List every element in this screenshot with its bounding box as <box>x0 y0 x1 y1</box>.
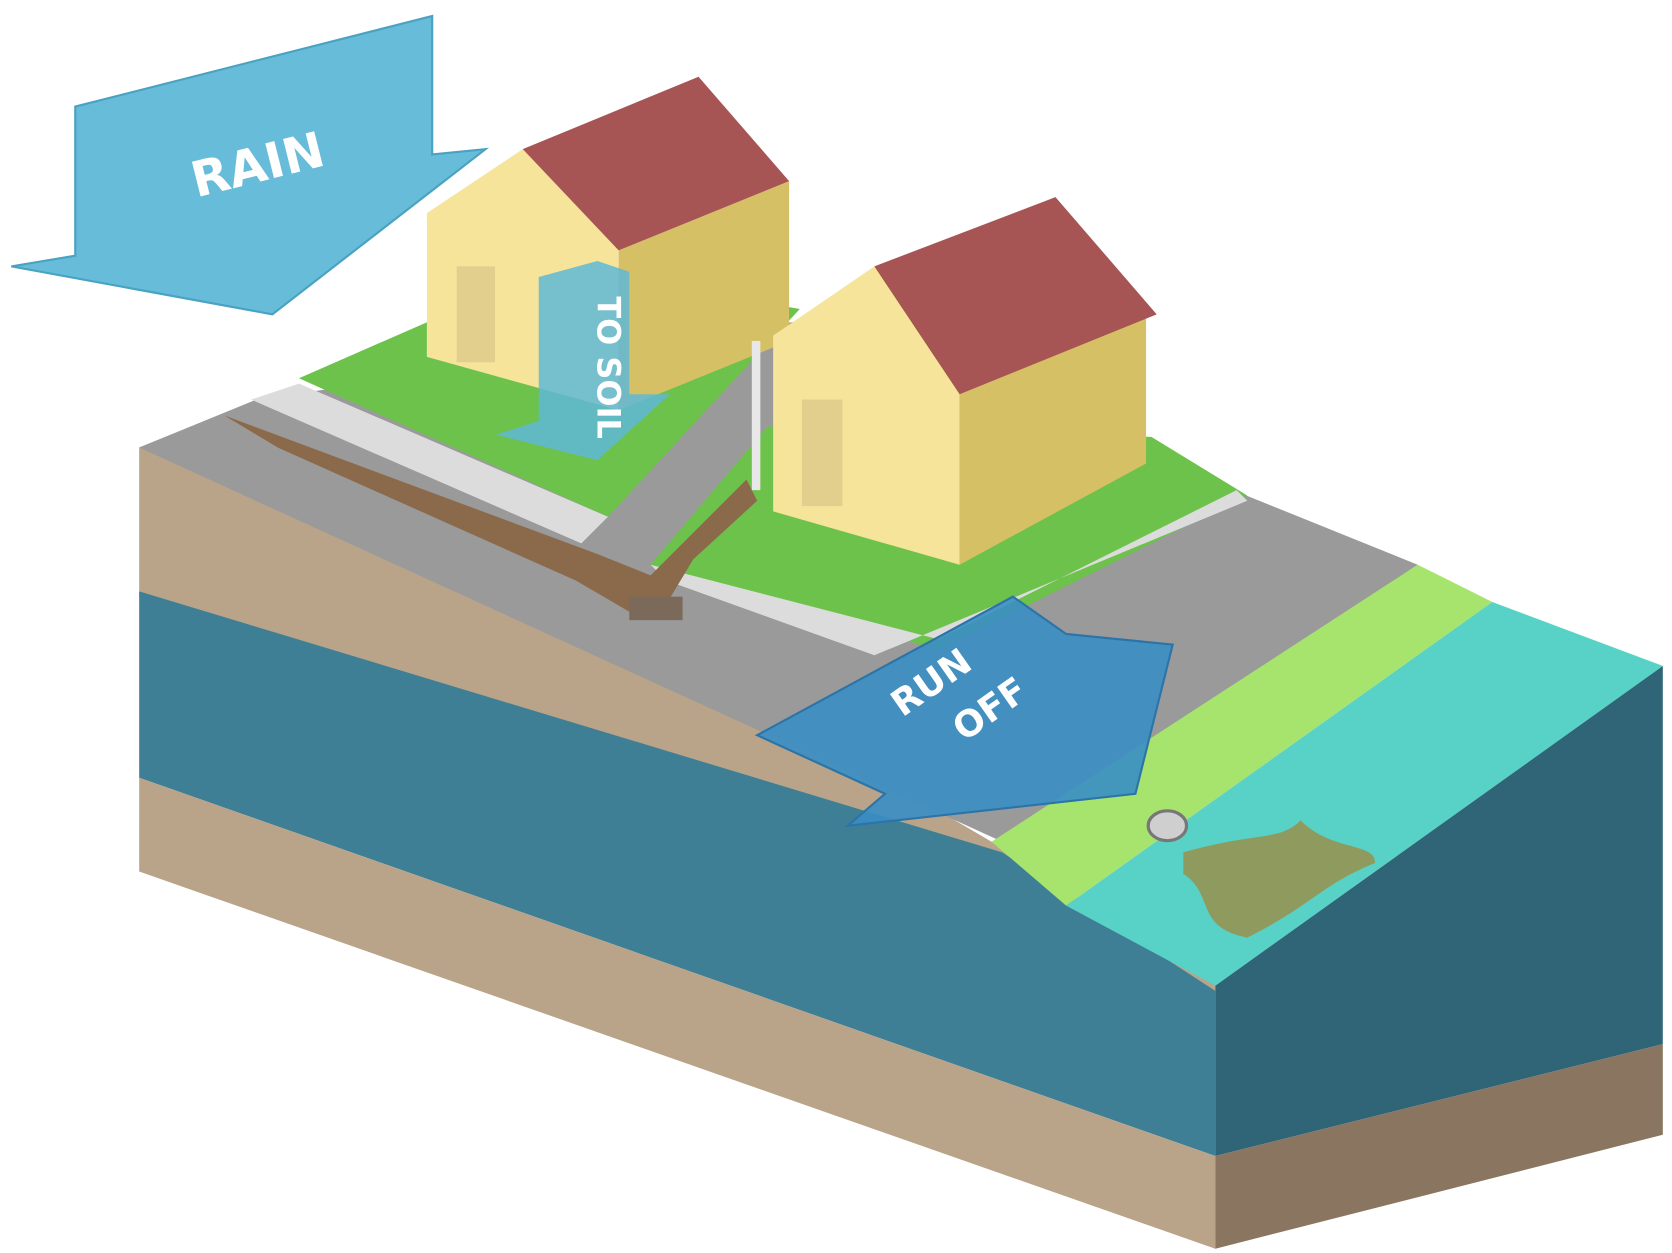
discharge-plume <box>1183 820 1376 938</box>
sidewalk-left <box>251 383 608 544</box>
house-2-roof <box>874 197 1157 395</box>
run-off-arrow <box>754 595 1175 828</box>
house-1-door <box>456 266 496 363</box>
sidewalk-right <box>650 490 1248 656</box>
to-soil-label: TO SOIL <box>589 296 627 439</box>
groundwater-layer <box>139 591 1216 1157</box>
house-2-door <box>801 399 843 507</box>
outfall-pipe <box>1146 809 1189 843</box>
to-soil-arrow <box>496 261 670 461</box>
house-2-side <box>959 314 1147 565</box>
house-1-side <box>618 181 790 411</box>
soil-layer-bottom <box>139 777 1216 1249</box>
drain-grate <box>629 596 683 621</box>
shore-grass <box>991 564 1493 906</box>
house-1-roof <box>522 76 790 251</box>
sediment <box>224 415 758 618</box>
soil-right-face <box>1215 1044 1663 1249</box>
rain-arrow <box>11 14 490 316</box>
downspout <box>751 340 761 491</box>
water-right-face <box>1215 665 1663 1157</box>
